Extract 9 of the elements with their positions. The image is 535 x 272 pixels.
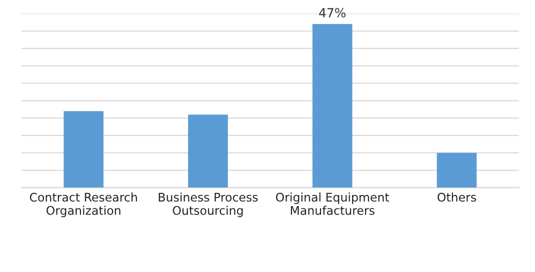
bar — [312, 24, 352, 188]
x-tick-label: Contract Research Organization — [30, 192, 137, 218]
x-tick-label: Original Equipment Manufacturers — [276, 192, 390, 215]
bar — [188, 114, 228, 188]
x-tick-label: Others — [438, 192, 476, 202]
x-tick-label: Business Process Outsourcing — [158, 192, 258, 218]
data-label: 47% — [319, 8, 346, 18]
bar — [64, 111, 104, 188]
bar — [436, 152, 477, 188]
